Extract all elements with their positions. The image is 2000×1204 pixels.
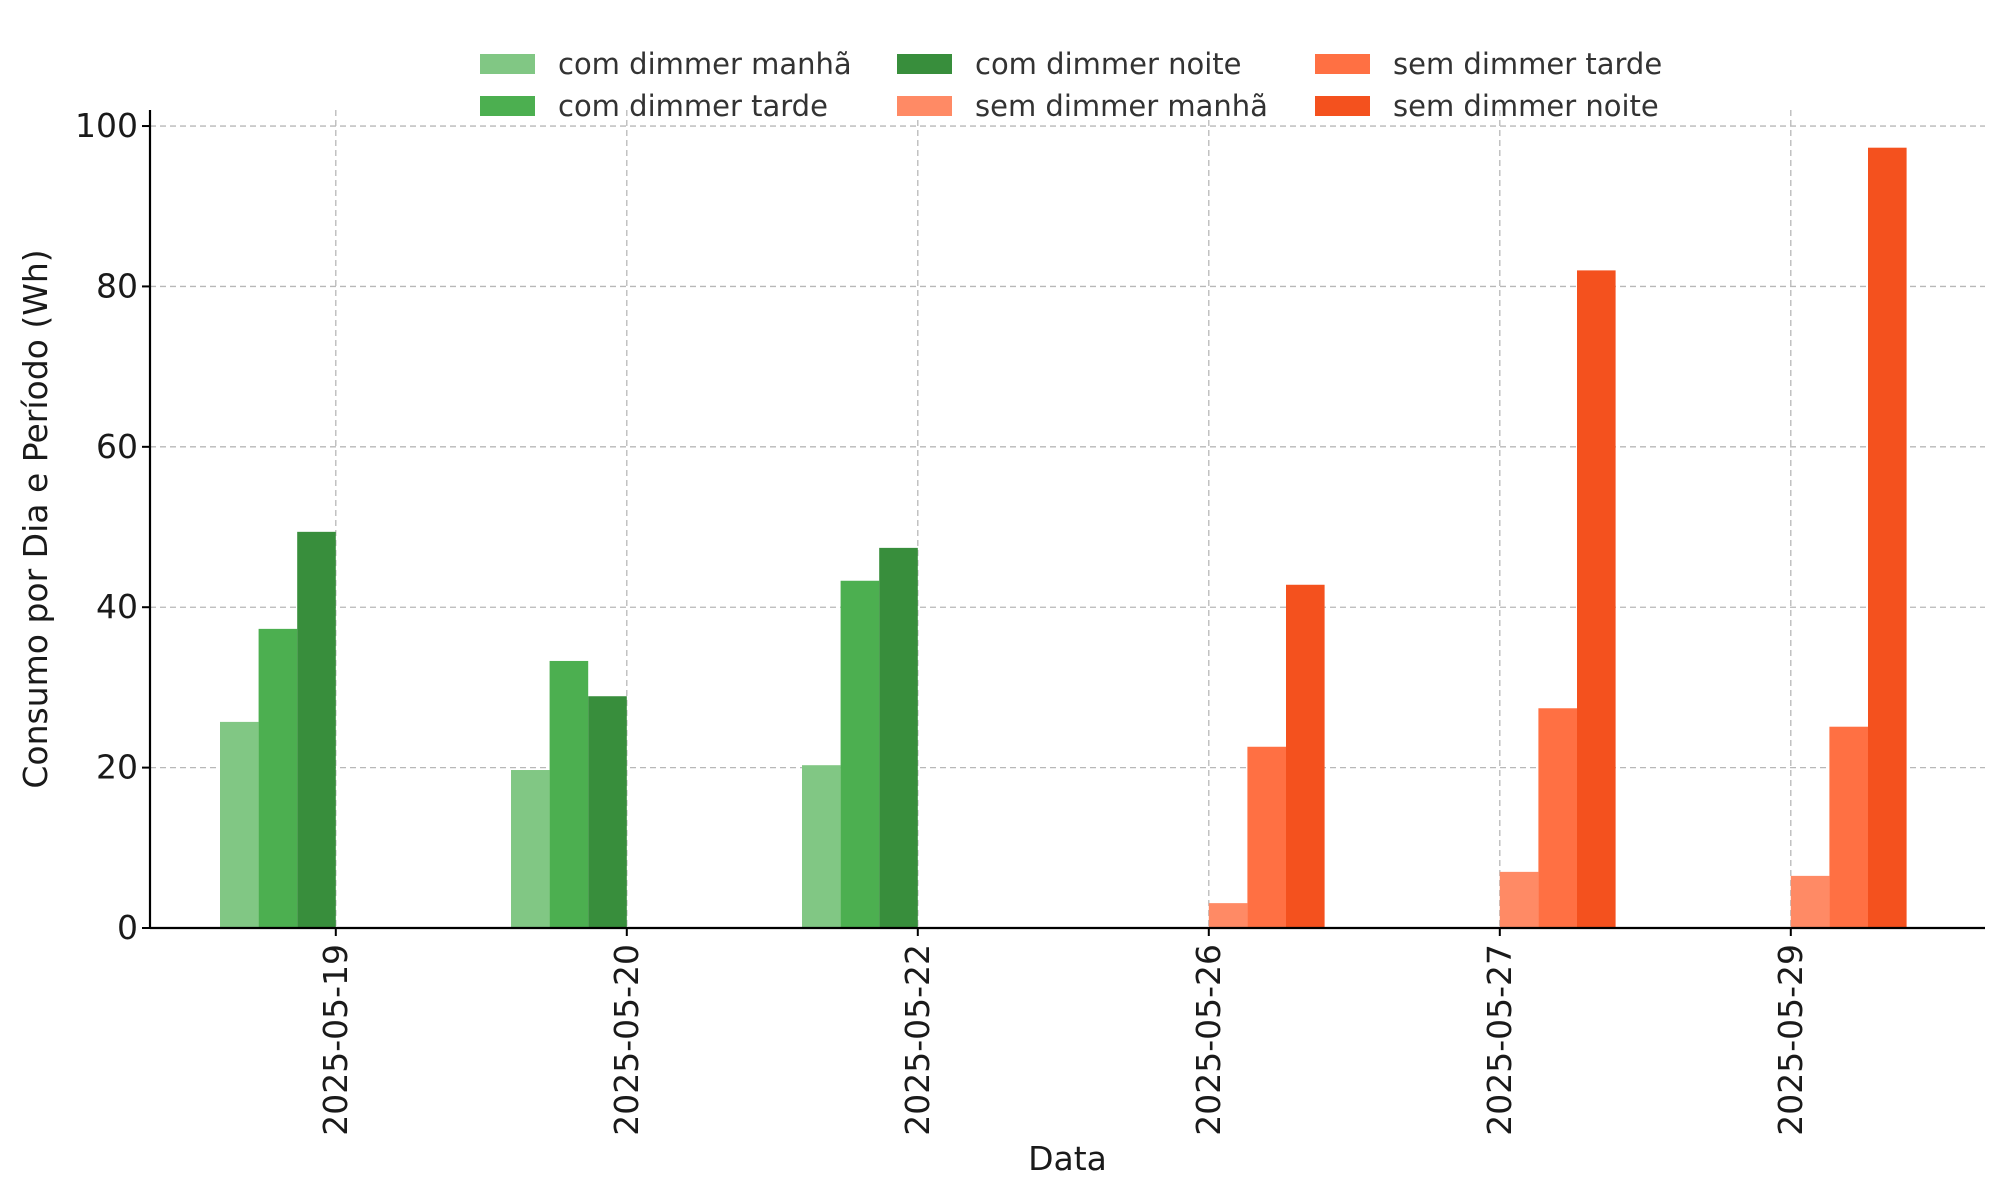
bar [220,721,259,928]
bar [802,765,841,928]
bar [258,628,298,928]
y-tick-label: 60 [96,427,138,466]
legend-label: com dimmer tarde [558,89,828,123]
legend-label: sem dimmer noite [1393,89,1659,123]
legend-swatch [897,96,952,116]
bar [1208,903,1248,928]
legend-swatch [1315,96,1370,116]
legend-swatch [480,96,535,116]
bar [1247,746,1286,928]
bar [549,660,589,928]
x-tick-label: 2025-05-27 [1480,944,1519,1136]
legend-swatch [1315,54,1370,74]
bar [1286,584,1325,928]
y-tick-label: 100 [75,106,138,145]
legend-swatch [897,54,952,74]
bar [1538,708,1577,928]
x-tick-label: 2025-05-19 [316,944,355,1136]
x-tick-label: 2025-05-29 [1771,944,1810,1136]
legend-swatch [480,54,535,74]
y-tick-label: 80 [96,266,138,305]
bar [879,547,918,928]
x-axis-title: Data [1028,1139,1107,1178]
legend-label: sem dimmer tarde [1393,47,1662,81]
legend-label: sem dimmer manhã [975,89,1268,123]
bar [297,531,336,928]
y-tick-label: 20 [96,748,138,787]
y-tick-label: 40 [96,587,138,626]
x-tick-label: 2025-05-20 [607,944,646,1136]
x-axis-ticks: 2025-05-19 2025-05-20 2025-05-22 2025-05-26… [316,928,1810,1136]
bar [1829,726,1868,928]
bar [1790,875,1830,928]
bar [588,696,627,928]
grid-lines [150,110,1985,928]
bar [511,770,550,928]
axes-group [148,110,1985,930]
bar [840,580,880,928]
y-axis-title: Consumo por Dia e Período (Wh) [16,249,55,788]
legend-label: com dimmer noite [975,47,1242,81]
legend: com dimmer manhã com dimmer tarde com dimm… [480,47,1662,123]
bar [1577,270,1616,928]
bars-group [220,147,1907,929]
bar [1499,871,1539,928]
legend-label: com dimmer manhã [558,47,852,81]
y-tick-label: 0 [117,908,138,947]
x-tick-label: 2025-05-26 [1189,944,1228,1136]
x-tick-label: 2025-05-22 [898,944,937,1136]
bar [1868,147,1907,929]
y-axis-ticks: 0 20 40 60 80 100 [75,106,150,947]
